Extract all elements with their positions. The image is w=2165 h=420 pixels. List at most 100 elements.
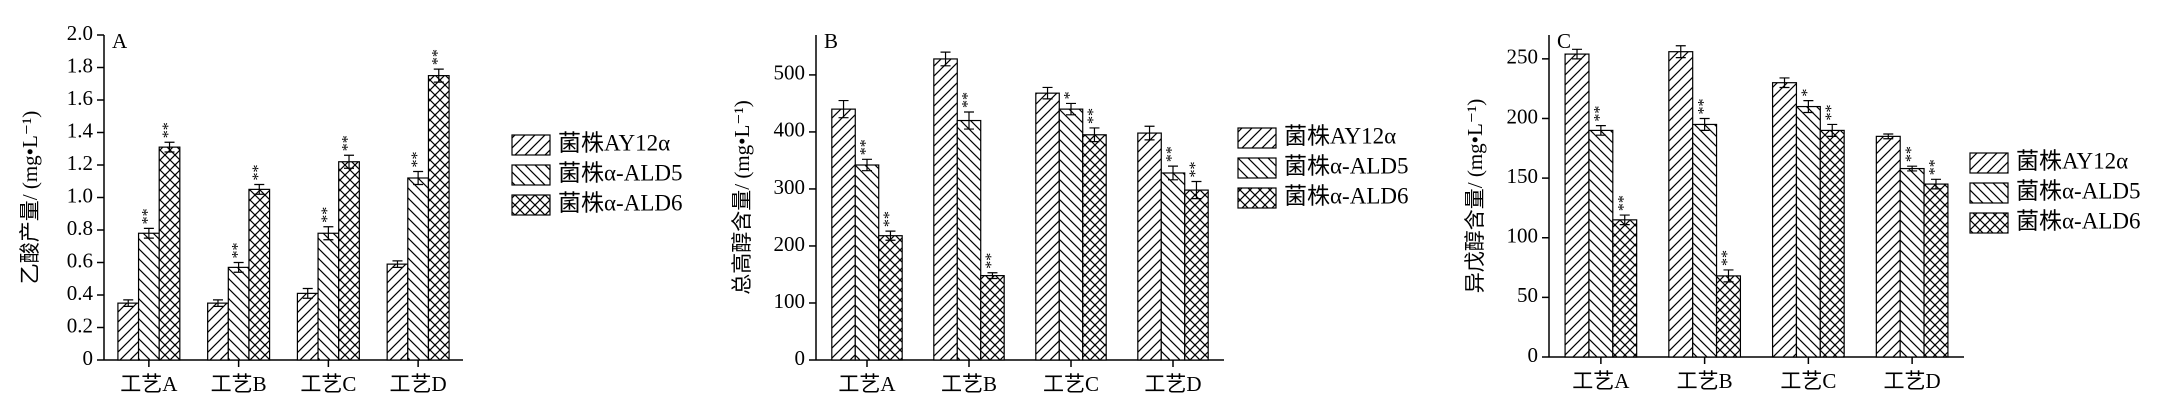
y-tick-label: 1.2	[67, 151, 93, 175]
error-bar	[1168, 165, 1178, 181]
bar	[831, 108, 856, 361]
bar	[137, 232, 160, 361]
bar	[933, 58, 958, 361]
y-tick-label: 0	[83, 346, 94, 370]
panel: 0 50 100 150 200 250 C 异戊醇含量/ (mg•L⁻¹) 工艺A ** ** 工艺…	[1463, 29, 2141, 393]
bar	[1923, 183, 1949, 358]
bar	[1795, 105, 1821, 358]
bar	[296, 292, 319, 361]
significance-mark: **	[1823, 104, 1840, 120]
y-tick-label: 1.6	[67, 86, 93, 110]
x-tick-label: 工艺B	[941, 372, 997, 396]
bar	[980, 275, 1005, 361]
error-bar	[164, 141, 175, 153]
bar	[1564, 53, 1590, 358]
significance-mark: **	[1927, 159, 1944, 175]
legend-swatch	[511, 164, 551, 186]
bar	[1692, 123, 1718, 358]
error-bar	[1619, 214, 1630, 226]
significance-mark: **	[250, 165, 267, 181]
y-tick-label: 0.6	[67, 248, 93, 272]
x-tick-label: 工艺B	[1677, 369, 1733, 393]
significance-mark: **	[960, 92, 977, 108]
panel-label: A	[112, 29, 128, 53]
error-bar	[212, 299, 223, 307]
y-axis-label: 乙酸产量/ (mg•L⁻¹)	[18, 111, 42, 284]
legend-label: 菌株AY12α	[2016, 148, 2128, 173]
error-bar	[1930, 178, 1941, 190]
x-tick-label: 工艺A	[1572, 369, 1630, 393]
error-bar	[254, 183, 265, 195]
bar	[1612, 219, 1638, 358]
y-tick-label: 300	[774, 175, 806, 199]
legend-label: 菌株α-ALD6	[2016, 208, 2140, 233]
legend-label: 菌株α-ALD6	[558, 190, 682, 215]
error-bar	[1883, 133, 1894, 140]
y-tick-label: 150	[1507, 164, 1539, 188]
bar	[1184, 189, 1209, 361]
bar	[1137, 132, 1162, 361]
bar	[317, 232, 340, 361]
legend-label: 菌株α-ALD5	[2016, 178, 2140, 203]
error-bar	[1779, 77, 1790, 89]
error-bar	[964, 111, 974, 130]
y-tick-label: 1.4	[67, 118, 94, 142]
bar	[386, 263, 409, 361]
bar	[207, 302, 229, 361]
x-tick-label: 工艺D	[1884, 369, 1941, 393]
significance-mark: **	[1903, 146, 1920, 162]
bar	[1035, 92, 1060, 361]
legend-swatch	[1237, 187, 1277, 209]
y-tick-label: 500	[774, 61, 806, 85]
y-axis-label: 异戊醇含量/ (mg•L⁻¹)	[1463, 99, 1487, 293]
significance-mark: *	[1799, 89, 1816, 97]
error-bar	[1675, 45, 1686, 59]
legend-swatch	[1969, 152, 2009, 174]
error-bar	[123, 299, 134, 307]
bar	[1819, 129, 1845, 358]
y-tick-label: 100	[1507, 224, 1539, 248]
bar	[854, 164, 880, 361]
error-bar	[1042, 86, 1053, 100]
significance-mark: **	[881, 211, 898, 227]
legend-swatch	[1969, 212, 2009, 234]
x-tick-label: 工艺A	[120, 372, 178, 396]
error-bar	[862, 158, 872, 172]
error-bar	[1723, 269, 1734, 283]
panel-label: B	[824, 29, 838, 53]
error-bar	[1066, 102, 1076, 116]
x-tick-label: 工艺A	[838, 372, 896, 396]
significance-mark: **	[1615, 195, 1632, 211]
bar	[1082, 134, 1107, 361]
x-tick-label: 工艺C	[1780, 369, 1836, 393]
y-tick-label: 0.8	[67, 216, 93, 240]
bar	[1715, 275, 1742, 358]
significance-mark: *	[1062, 91, 1079, 99]
x-tick-label: 工艺B	[211, 372, 267, 396]
bar	[427, 75, 450, 361]
error-bar	[143, 227, 154, 239]
error-bar	[344, 154, 355, 169]
error-bar	[323, 226, 334, 241]
x-tick-label: 工艺D	[1144, 372, 1201, 396]
legend-swatch	[511, 134, 551, 156]
bar	[1899, 167, 1925, 358]
error-bar	[885, 230, 896, 241]
x-tick-label: 工艺C	[1043, 372, 1099, 396]
error-bar	[1827, 123, 1838, 137]
legend-label: 菌株α-ALD5	[558, 160, 682, 185]
error-bar	[987, 272, 998, 280]
y-tick-label: 1.8	[67, 53, 93, 77]
y-tick-label: 2.0	[67, 21, 93, 45]
significance-mark: **	[229, 243, 246, 259]
bar	[1668, 51, 1694, 358]
bar	[338, 161, 360, 361]
error-bar	[1572, 48, 1583, 60]
legend-label: 菌株AY12α	[558, 130, 670, 155]
significance-mark: **	[858, 139, 875, 155]
error-bar	[940, 51, 951, 67]
y-tick-label: 250	[1507, 45, 1539, 69]
bar	[1588, 129, 1614, 358]
significance-mark: **	[319, 207, 336, 223]
